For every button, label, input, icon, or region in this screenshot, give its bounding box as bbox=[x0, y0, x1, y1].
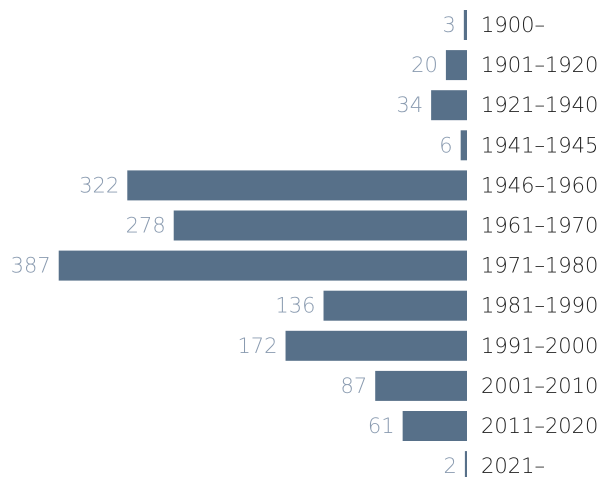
bar bbox=[173, 210, 467, 241]
category-label: 1946–1960 bbox=[481, 173, 598, 197]
category-label: 1900– bbox=[481, 13, 545, 37]
value-label: 172 bbox=[237, 334, 277, 358]
value-label: 278 bbox=[126, 214, 166, 238]
value-label: 61 bbox=[368, 414, 395, 438]
category-label: 1961–1970 bbox=[481, 214, 598, 238]
bar bbox=[323, 290, 467, 321]
bar bbox=[464, 451, 467, 477]
value-label: 87 bbox=[340, 374, 367, 398]
category-label: 2021– bbox=[481, 454, 545, 477]
bar bbox=[285, 330, 467, 361]
category-label: 1941–1945 bbox=[481, 133, 598, 157]
bar bbox=[127, 170, 467, 201]
value-label: 2 bbox=[444, 454, 457, 477]
value-label: 34 bbox=[396, 93, 423, 117]
bar bbox=[58, 250, 468, 281]
value-label: 136 bbox=[275, 294, 315, 318]
category-label: 2011–2020 bbox=[481, 414, 598, 438]
category-label: 1981–1990 bbox=[481, 294, 598, 318]
category-label: 2001–2010 bbox=[481, 374, 598, 398]
bar bbox=[463, 10, 467, 40]
bar bbox=[402, 411, 467, 441]
bar bbox=[375, 370, 467, 401]
value-label: 20 bbox=[411, 53, 438, 77]
category-label: 1921–1940 bbox=[481, 93, 598, 117]
value-label: 387 bbox=[11, 254, 51, 278]
bar bbox=[445, 50, 467, 81]
category-label: 1901–1920 bbox=[481, 53, 598, 77]
category-label: 1991–2000 bbox=[481, 334, 598, 358]
bar bbox=[431, 90, 467, 121]
bar bbox=[460, 130, 467, 161]
value-label: 6 bbox=[439, 133, 452, 157]
value-label: 322 bbox=[79, 173, 119, 197]
value-label: 3 bbox=[442, 13, 455, 37]
category-label: 1971–1980 bbox=[481, 254, 598, 278]
